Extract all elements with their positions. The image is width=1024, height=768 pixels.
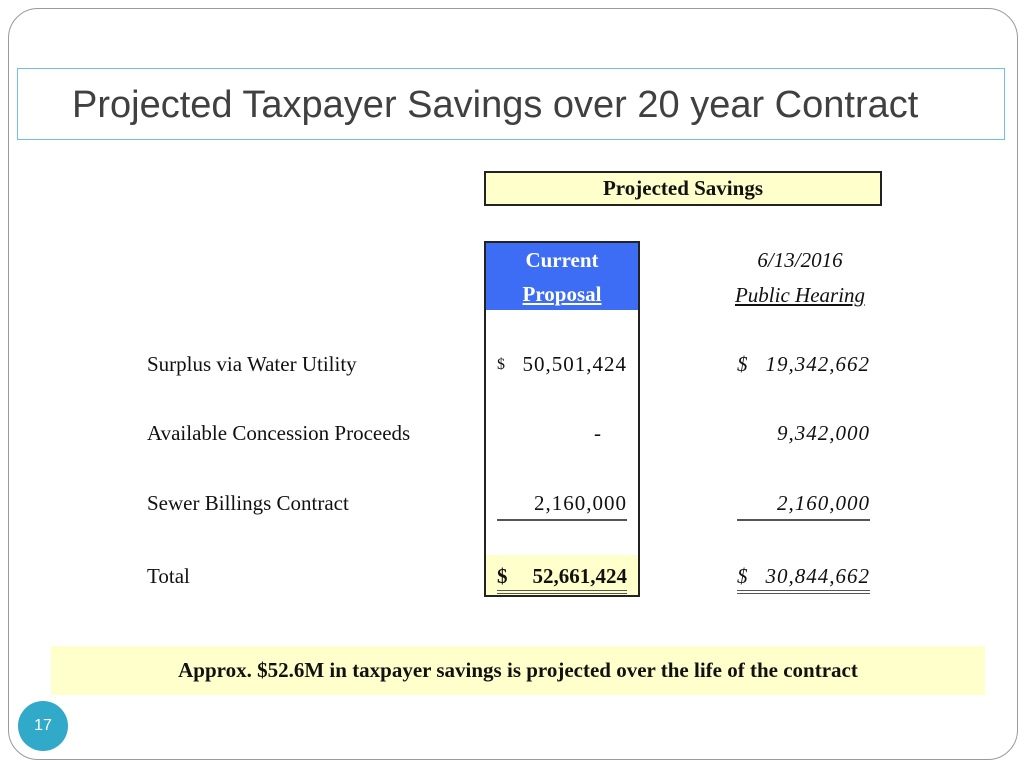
hearing-total: $30,844,662 (737, 564, 870, 594)
projected-savings-header: Projected Savings (484, 171, 882, 206)
dollar-sign: $ (737, 564, 749, 588)
row-label: Total (147, 564, 190, 588)
value-text: 50,501,424 (522, 352, 627, 376)
header-line2: Proposal (522, 282, 602, 306)
value-text: 30,844,662 (765, 564, 870, 588)
header-line1: Current (525, 248, 599, 272)
slide-title: Projected Taxpayer Savings over 20 year … (72, 84, 919, 126)
dollar-sign: $ (497, 564, 508, 588)
row-label: Sewer Billings Contract (147, 491, 349, 515)
title-box (17, 68, 1005, 140)
current-value: - (594, 421, 602, 445)
current-total: $52,661,424 (497, 564, 627, 594)
total-highlight (486, 555, 638, 595)
dollar-sign: $ (497, 356, 506, 373)
slide-frame (8, 8, 1018, 760)
header-date: 6/13/2016 (757, 248, 843, 272)
hearing-value: $19,342,662 (737, 352, 870, 377)
value-text: 19,342,662 (765, 352, 870, 376)
current-value: $50,501,424 (497, 352, 627, 377)
hearing-value: 2,160,000 (737, 491, 870, 521)
value-text: 52,661,424 (532, 564, 628, 588)
header-line2: Public Hearing (734, 283, 866, 307)
page-number-badge: 17 (18, 701, 68, 751)
public-hearing-header: 6/13/2016 Public Hearing (720, 245, 880, 315)
current-proposal-column: Current Proposal (484, 241, 640, 597)
summary-note: Approx. $52.6M in taxpayer savings is pr… (51, 646, 985, 695)
current-value: 2,160,000 (497, 491, 627, 521)
current-proposal-header: Current Proposal (486, 243, 638, 310)
hearing-value: 9,342,000 (777, 421, 870, 445)
row-label: Available Concession Proceeds (147, 421, 411, 445)
dollar-sign: $ (737, 352, 749, 376)
row-label: Surplus via Water Utility (147, 352, 357, 376)
